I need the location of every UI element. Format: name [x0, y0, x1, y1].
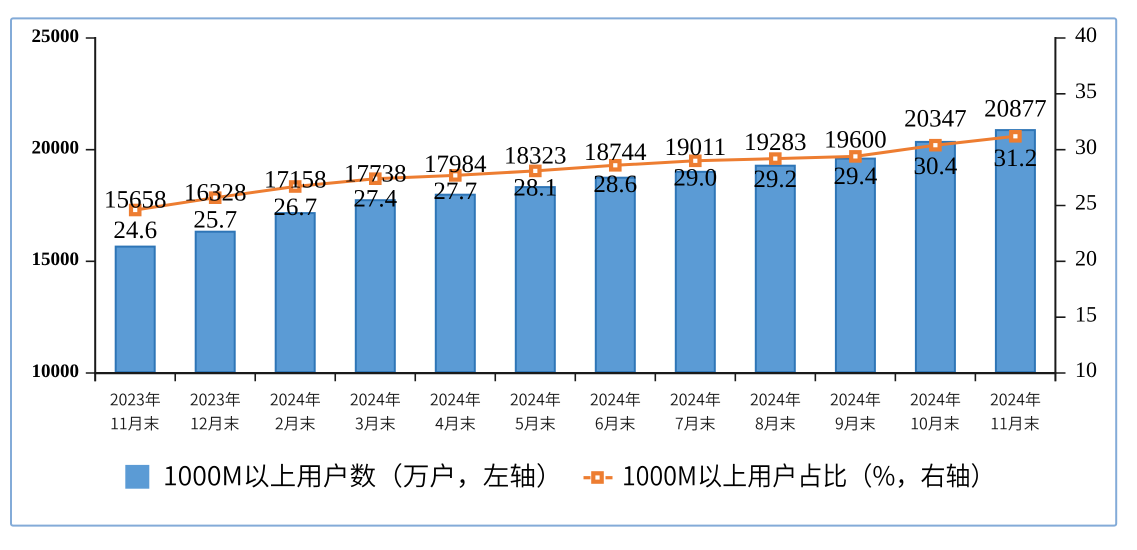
svg-text:24.6: 24.6 — [113, 217, 157, 244]
svg-text:25: 25 — [1075, 190, 1097, 215]
svg-text:31.2: 31.2 — [994, 145, 1038, 172]
svg-text:20347: 20347 — [904, 106, 967, 133]
svg-text:20: 20 — [1075, 246, 1097, 271]
svg-text:19011: 19011 — [665, 134, 727, 161]
svg-text:10000: 10000 — [32, 361, 80, 382]
svg-text:25000: 25000 — [32, 26, 80, 47]
svg-text:29.4: 29.4 — [834, 163, 878, 190]
svg-text:15: 15 — [1075, 301, 1097, 326]
svg-text:19600: 19600 — [824, 127, 887, 154]
svg-text:15000: 15000 — [32, 249, 80, 270]
svg-text:19283: 19283 — [744, 129, 807, 156]
svg-text:25.7: 25.7 — [193, 207, 237, 234]
svg-text:27.7: 27.7 — [433, 178, 477, 205]
svg-text:17158: 17158 — [264, 167, 327, 194]
svg-text:26.7: 26.7 — [273, 194, 317, 221]
svg-text:17738: 17738 — [344, 161, 407, 188]
svg-text:29.2: 29.2 — [753, 166, 797, 193]
svg-text:16328: 16328 — [184, 180, 247, 207]
svg-text:30: 30 — [1075, 134, 1097, 159]
svg-text:27.4: 27.4 — [353, 186, 397, 213]
svg-text:29.0: 29.0 — [673, 165, 717, 192]
svg-text:28.6: 28.6 — [593, 171, 637, 198]
svg-text:10: 10 — [1075, 357, 1097, 382]
svg-text:17984: 17984 — [424, 151, 487, 178]
svg-text:40: 40 — [1075, 22, 1097, 47]
svg-text:20877: 20877 — [984, 96, 1047, 123]
svg-text:28.1: 28.1 — [513, 175, 557, 202]
svg-text:15658: 15658 — [104, 187, 167, 214]
svg-text:18323: 18323 — [504, 143, 567, 170]
svg-text:30.4: 30.4 — [914, 153, 958, 180]
svg-text:18744: 18744 — [584, 139, 647, 166]
svg-text:20000: 20000 — [32, 138, 80, 159]
svg-text:35: 35 — [1075, 78, 1097, 103]
